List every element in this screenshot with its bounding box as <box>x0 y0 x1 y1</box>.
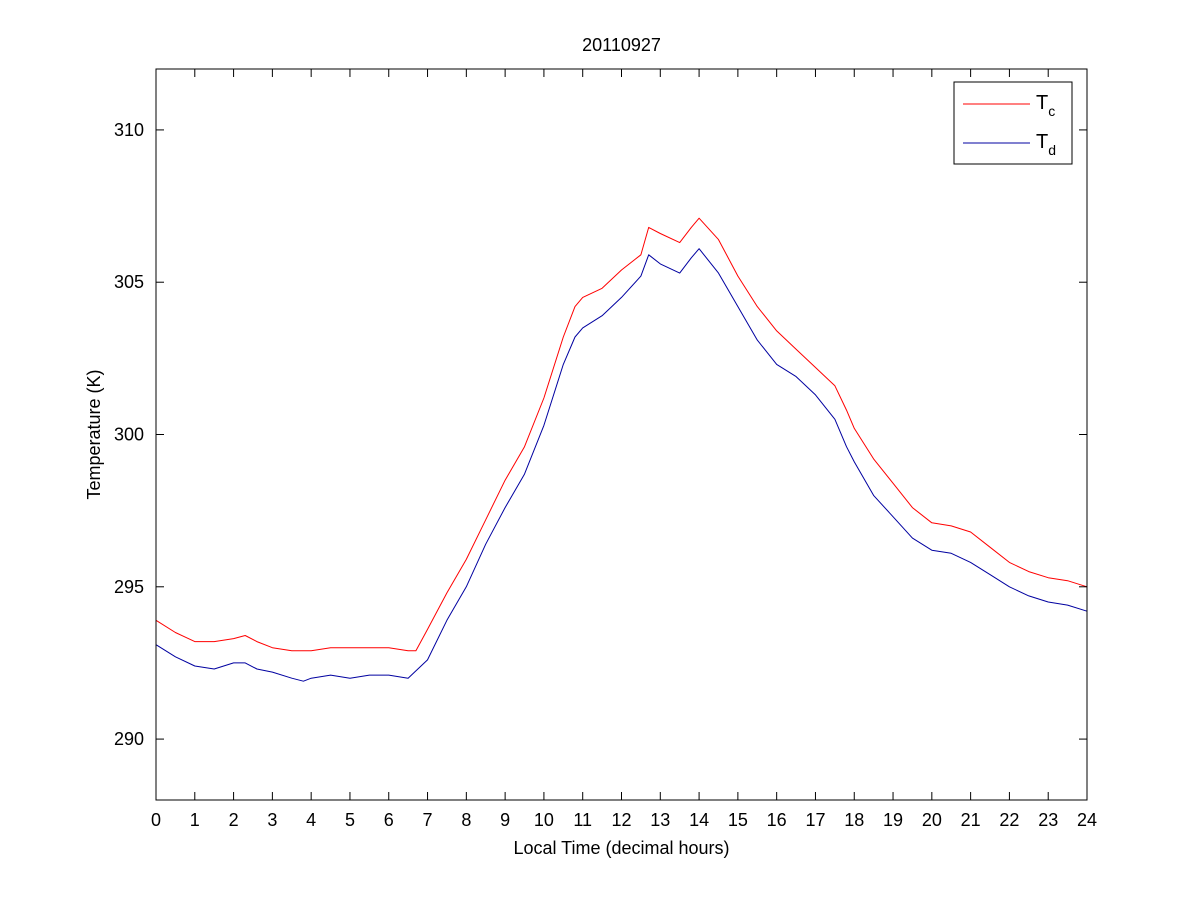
x-tick-label: 24 <box>1077 810 1097 830</box>
x-tick-label: 15 <box>728 810 748 830</box>
x-tick-label: 5 <box>345 810 355 830</box>
x-tick-label: 17 <box>805 810 825 830</box>
x-tick-label: 20 <box>922 810 942 830</box>
x-tick-label: 11 <box>573 810 592 830</box>
x-tick-label: 16 <box>767 810 787 830</box>
x-tick-label: 1 <box>190 810 200 830</box>
y-tick-label: 305 <box>114 272 144 292</box>
x-tick-label: 8 <box>461 810 471 830</box>
y-axis-label: Temperature (K) <box>84 369 104 499</box>
x-axis-label: Local Time (decimal hours) <box>513 838 729 858</box>
x-tick-label: 4 <box>306 810 316 830</box>
legend-label-tc: Tc <box>1036 92 1055 119</box>
x-tick-label: 12 <box>611 810 631 830</box>
legend-label-td: Td <box>1036 131 1056 158</box>
x-tick-label: 10 <box>534 810 554 830</box>
x-tick-label: 2 <box>229 810 239 830</box>
x-tick-label: 6 <box>384 810 394 830</box>
legend-box <box>953 81 1073 165</box>
x-tick-label: 7 <box>423 810 433 830</box>
chart-title: 20110927 <box>582 35 661 55</box>
x-tick-label: 19 <box>883 810 903 830</box>
x-tick-label: 0 <box>151 810 161 830</box>
x-tick-label: 22 <box>999 810 1019 830</box>
y-tick-label: 295 <box>114 577 144 597</box>
y-tick-label: 300 <box>114 425 144 445</box>
y-axis-ticks: 290 295 300 305 310 <box>114 120 1087 749</box>
series-line-td <box>155 248 1088 682</box>
legend: Tc Td <box>953 81 1073 165</box>
x-axis-ticks: 0 1 2 3 4 5 6 7 8 9 10 11 12 13 14 15 16 17 18 19 20 21 22 23 24 <box>151 69 1097 830</box>
x-tick-label: 18 <box>844 810 864 830</box>
x-tick-label: 21 <box>961 810 981 830</box>
x-tick-label: 3 <box>267 810 277 830</box>
series-line-tc <box>155 217 1088 652</box>
x-tick-label: 14 <box>689 810 709 830</box>
x-tick-label: 23 <box>1038 810 1058 830</box>
y-tick-label: 310 <box>114 120 144 140</box>
series-layer <box>155 217 1088 682</box>
x-tick-label: 13 <box>650 810 670 830</box>
x-tick-label: 9 <box>500 810 510 830</box>
y-tick-label: 290 <box>114 729 144 749</box>
